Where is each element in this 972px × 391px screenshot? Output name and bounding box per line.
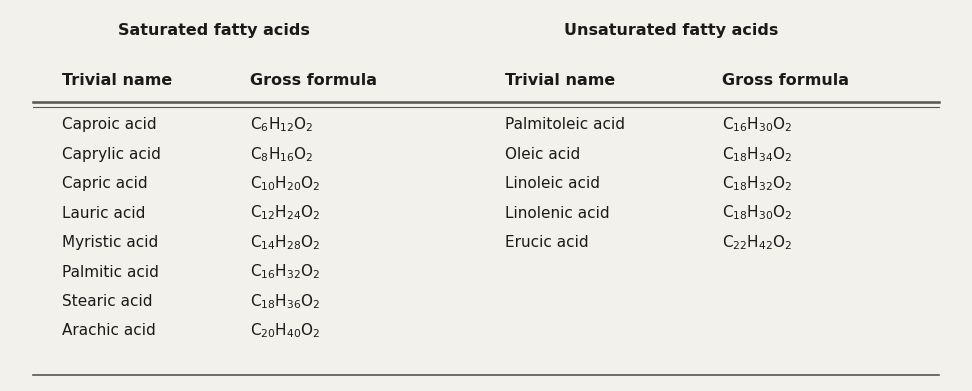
Text: C$_{18}$H$_{36}$O$_2$: C$_{18}$H$_{36}$O$_2$ bbox=[250, 292, 320, 311]
Text: C$_{20}$H$_{40}$O$_2$: C$_{20}$H$_{40}$O$_2$ bbox=[250, 322, 320, 340]
Text: C$_{18}$H$_{32}$O$_2$: C$_{18}$H$_{32}$O$_2$ bbox=[722, 174, 792, 193]
Text: Gross formula: Gross formula bbox=[722, 73, 850, 88]
Text: Linolenic acid: Linolenic acid bbox=[505, 206, 609, 221]
Text: C$_{12}$H$_{24}$O$_2$: C$_{12}$H$_{24}$O$_2$ bbox=[250, 204, 320, 222]
Text: C$_8$H$_{16}$O$_2$: C$_8$H$_{16}$O$_2$ bbox=[250, 145, 313, 163]
Text: C$_{16}$H$_{32}$O$_2$: C$_{16}$H$_{32}$O$_2$ bbox=[250, 263, 320, 282]
Text: Erucic acid: Erucic acid bbox=[505, 235, 589, 250]
Text: Capric acid: Capric acid bbox=[62, 176, 148, 191]
Text: Palmitic acid: Palmitic acid bbox=[62, 265, 158, 280]
Text: C$_{14}$H$_{28}$O$_2$: C$_{14}$H$_{28}$O$_2$ bbox=[250, 233, 320, 252]
Text: C$_{18}$H$_{30}$O$_2$: C$_{18}$H$_{30}$O$_2$ bbox=[722, 204, 792, 222]
Text: Lauric acid: Lauric acid bbox=[62, 206, 146, 221]
Text: C$_6$H$_{12}$O$_2$: C$_6$H$_{12}$O$_2$ bbox=[250, 115, 313, 134]
Text: Unsaturated fatty acids: Unsaturated fatty acids bbox=[565, 23, 779, 38]
Text: Arachic acid: Arachic acid bbox=[62, 323, 156, 339]
Text: Saturated fatty acids: Saturated fatty acids bbox=[118, 23, 310, 38]
Text: Trivial name: Trivial name bbox=[62, 73, 172, 88]
Text: Stearic acid: Stearic acid bbox=[62, 294, 153, 309]
Text: Oleic acid: Oleic acid bbox=[505, 147, 580, 161]
Text: Palmitoleic acid: Palmitoleic acid bbox=[505, 117, 625, 132]
Text: Myristic acid: Myristic acid bbox=[62, 235, 158, 250]
Text: C$_{16}$H$_{30}$O$_2$: C$_{16}$H$_{30}$O$_2$ bbox=[722, 115, 792, 134]
Text: Caprylic acid: Caprylic acid bbox=[62, 147, 160, 161]
Text: Caproic acid: Caproic acid bbox=[62, 117, 156, 132]
Text: C$_{18}$H$_{34}$O$_2$: C$_{18}$H$_{34}$O$_2$ bbox=[722, 145, 792, 163]
Text: Trivial name: Trivial name bbox=[505, 73, 615, 88]
Text: C$_{22}$H$_{42}$O$_2$: C$_{22}$H$_{42}$O$_2$ bbox=[722, 233, 792, 252]
Text: Linoleic acid: Linoleic acid bbox=[505, 176, 601, 191]
Text: C$_{10}$H$_{20}$O$_2$: C$_{10}$H$_{20}$O$_2$ bbox=[250, 174, 320, 193]
Text: Gross formula: Gross formula bbox=[250, 73, 377, 88]
